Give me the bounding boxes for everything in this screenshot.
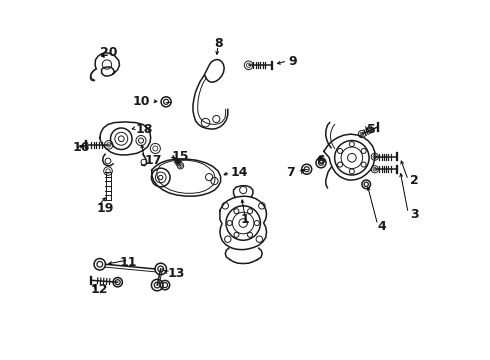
Text: 14: 14 [231, 166, 248, 179]
Text: 12: 12 [91, 283, 108, 296]
Text: 7: 7 [287, 166, 295, 179]
Text: 18: 18 [136, 123, 153, 136]
Text: 17: 17 [145, 154, 162, 167]
Text: 2: 2 [410, 174, 419, 186]
Text: 15: 15 [172, 150, 189, 163]
Text: 4: 4 [378, 220, 387, 233]
Text: 9: 9 [288, 55, 296, 68]
Text: 16: 16 [73, 141, 90, 154]
Text: 6: 6 [316, 154, 324, 167]
Text: 5: 5 [367, 123, 376, 136]
Text: 8: 8 [214, 37, 222, 50]
Text: 11: 11 [120, 256, 137, 269]
Text: 19: 19 [96, 202, 114, 215]
Text: 1: 1 [241, 213, 249, 226]
Text: 13: 13 [168, 267, 185, 280]
Text: 3: 3 [410, 208, 418, 221]
Text: 10: 10 [132, 95, 150, 108]
Text: 20: 20 [100, 46, 117, 59]
